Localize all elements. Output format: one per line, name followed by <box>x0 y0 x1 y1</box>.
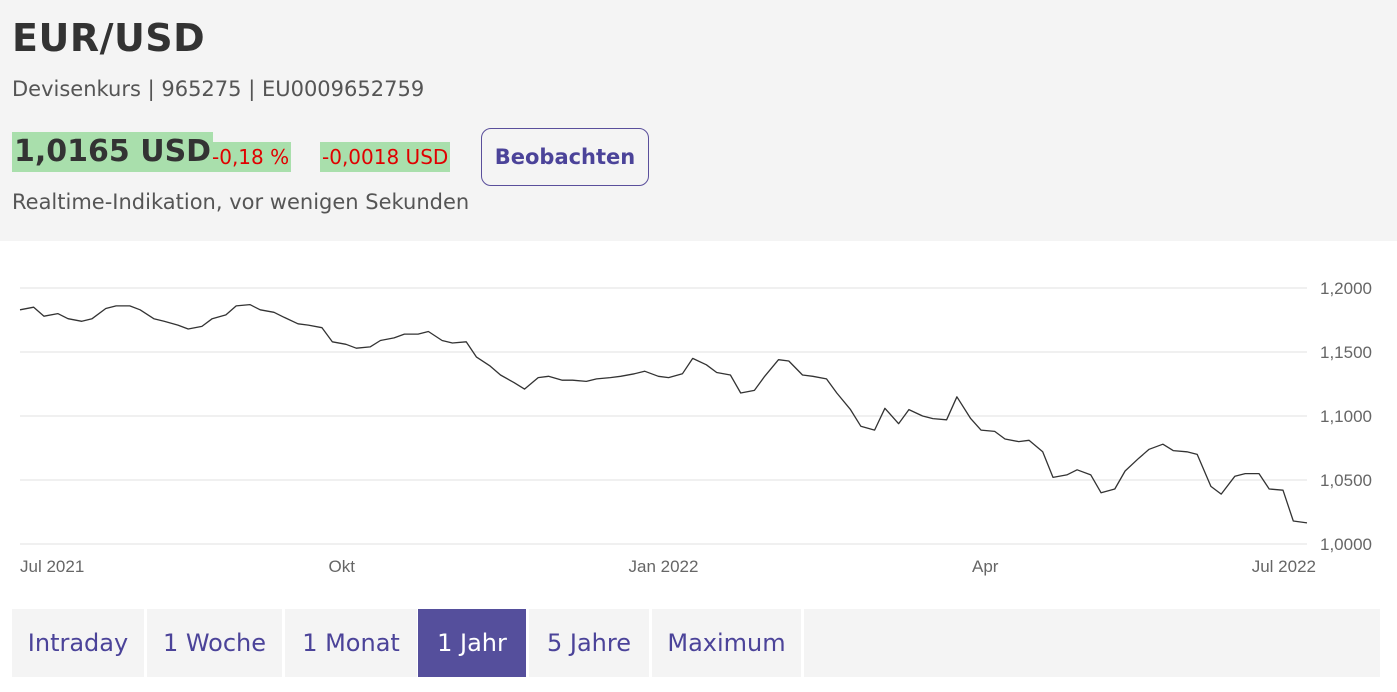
x-tick-label: Okt <box>329 557 356 576</box>
tab-divider <box>526 609 529 677</box>
y-tick-label: 1,1000 <box>1320 407 1372 426</box>
x-axis-ticks: Jul 2021 Okt Jan 2022 Apr Jul 2022 <box>20 557 1316 576</box>
current-price: 1,0165 USD <box>12 132 214 172</box>
page-title: EUR/USD <box>12 16 206 60</box>
y-tick-label: 1,1500 <box>1320 343 1372 362</box>
y-tick-label: 1,0000 <box>1320 535 1372 554</box>
price-series-line <box>19 303 1308 524</box>
instrument-header: EUR/USD Devisenkurs | 965275 | EU0009652… <box>0 0 1397 241</box>
instrument-subtitle: Devisenkurs | 965275 | EU0009652759 <box>12 77 425 101</box>
tab-divider <box>649 609 652 677</box>
tab-maximum[interactable]: Maximum <box>667 629 786 657</box>
tab-divider <box>282 609 285 677</box>
tab-5-jahre[interactable]: 5 Jahre <box>547 629 631 657</box>
x-tick-label: Jan 2022 <box>629 557 699 576</box>
x-tick-label: Apr <box>972 557 999 576</box>
chart-svg: 1,2000 1,1500 1,1000 1,0500 1,0000 Jul 2021 O… <box>19 279 1372 576</box>
tab-1-woche[interactable]: 1 Woche <box>162 629 267 657</box>
tab-1-jahr[interactable]: 1 Jahr <box>418 609 526 677</box>
price-chart: 1,2000 1,1500 1,1000 1,0500 1,0000 Jul 2021 O… <box>0 250 1397 590</box>
y-axis-ticks: 1,2000 1,1500 1,1000 1,0500 1,0000 <box>1320 279 1372 554</box>
tab-intraday[interactable]: Intraday <box>27 629 129 657</box>
x-tick-label: Jul 2022 <box>1252 557 1316 576</box>
change-absolute: -0,0018 USD <box>320 142 451 172</box>
price-row: 1,0165 USD -0,18 % -0,0018 USD Beobachte… <box>12 128 712 186</box>
tab-divider <box>144 609 147 677</box>
change-percent: -0,18 % <box>210 142 292 172</box>
chart-grid <box>20 287 1307 545</box>
tab-divider <box>801 609 804 677</box>
watch-button[interactable]: Beobachten <box>481 128 649 186</box>
x-tick-label: Jul 2021 <box>20 557 84 576</box>
y-tick-label: 1,2000 <box>1320 279 1372 298</box>
realtime-indicator: Realtime-Indikation, vor wenigen Sekunde… <box>12 190 470 214</box>
timeframe-tabs: Intraday 1 Woche 1 Monat 1 Jahr 5 Jahre … <box>12 609 1380 677</box>
y-tick-label: 1,0500 <box>1320 471 1372 490</box>
tab-1-monat[interactable]: 1 Monat <box>302 629 400 657</box>
